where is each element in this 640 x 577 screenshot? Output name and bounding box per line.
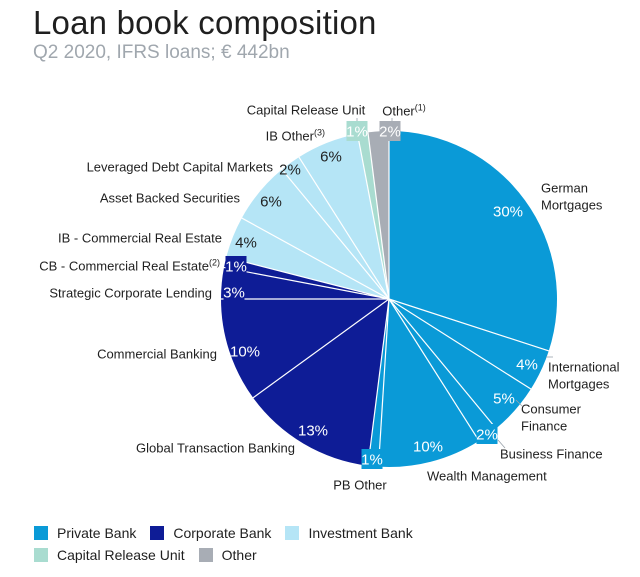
legend-label-corporate-bank: Corporate Bank <box>173 525 272 541</box>
legend-row-1: Private Bank Corporate Bank Investment B… <box>34 522 427 544</box>
leader-line-business-finance <box>497 439 506 449</box>
pie-slice-international-mortgages <box>389 299 549 390</box>
slice-separator <box>240 217 390 300</box>
value-label-box-business-finance <box>476 424 498 444</box>
value-label-consumer-finance: 5% <box>493 391 515 408</box>
slice-separator <box>251 298 390 399</box>
slice-separator <box>388 298 533 391</box>
slice-separator <box>388 298 498 430</box>
legend-item-investment-bank: Investment Bank <box>285 525 413 541</box>
legend-swatch-other <box>198 548 213 562</box>
category-label-leveraged-debt-capital-markets: Leveraged Debt Capital Markets <box>87 160 274 175</box>
slice-separator <box>356 132 390 300</box>
category-label-wealth-management: Wealth Management <box>427 469 547 484</box>
value-label-german-mortgages: 30% <box>493 204 523 221</box>
pie-slice-asset-backed-securities <box>241 169 389 299</box>
slice-separator <box>377 298 390 468</box>
value-label-wealth-management: 10% <box>413 439 443 456</box>
legend-swatch-capital-release-unit <box>34 548 48 562</box>
category-label-ib-commercial-real-estate: IB - Commercial Real Estate <box>58 231 222 246</box>
category-label-commercial-banking: Commercial Banking <box>97 347 217 362</box>
legend-item-corporate-bank: Corporate Bank <box>150 525 271 541</box>
slice-separator <box>280 168 390 300</box>
slice-separator <box>225 256 390 300</box>
value-label-global-transaction-banking: 13% <box>298 423 328 440</box>
legend-item-capital-release-unit: Capital Release Unit <box>34 547 185 563</box>
category-label-international-mortgages: International Mortgages <box>548 360 620 392</box>
value-label-box-strategic-corporate-lending <box>223 282 245 302</box>
legend-swatch-corporate-bank <box>150 526 165 540</box>
pie-slice-ib-other <box>298 133 389 299</box>
pie-slice-leveraged-debt-capital-markets <box>281 157 389 299</box>
slice-separator <box>388 298 481 443</box>
value-label-capital-release-unit: 1% <box>346 124 368 141</box>
category-label-asset-backed-securities: Asset Backed Securities <box>100 191 241 206</box>
category-label-german-mortgages: German Mortgages <box>541 181 603 213</box>
value-label-pb-other: 1% <box>361 452 383 469</box>
legend-label-investment-bank: Investment Bank <box>308 525 413 541</box>
value-label-strategic-corporate-lending: 3% <box>223 285 245 302</box>
category-label-pb-other: PB Other <box>333 478 387 493</box>
pie-slice-commercial-banking <box>221 299 389 398</box>
value-label-box-cb-commercial-real-estate <box>225 256 247 276</box>
category-label-business-finance: Business Finance <box>500 447 603 462</box>
legend-swatch-private-bank <box>34 526 48 540</box>
value-label-box-capital-release-unit <box>346 121 368 141</box>
legend-swatch-investment-bank <box>285 526 300 540</box>
category-label-cb-commercial-real-estate: CB - Commercial Real Estate(2) <box>39 258 220 274</box>
category-label-other: Other(1) <box>382 103 426 119</box>
legend-item-private-bank: Private Bank <box>34 525 136 541</box>
pie-slice-german-mortgages <box>389 131 558 351</box>
page-subtitle: Q2 2020, IFRS loans; € 442bn <box>33 42 290 63</box>
value-label-ib-other: 6% <box>320 149 342 166</box>
value-label-leveraged-debt-capital-markets: 2% <box>279 162 301 179</box>
leader-line-consumer-finance <box>515 399 523 407</box>
page-title: Loan book composition <box>33 4 377 41</box>
category-label-capital-release-unit: Capital Release Unit <box>247 103 366 118</box>
pie-slice-consumer-finance <box>389 299 531 429</box>
legend-label-capital-release-unit: Capital Release Unit <box>57 547 185 563</box>
legend-label-other: Other <box>221 547 257 563</box>
category-label-consumer-finance: Consumer Finance <box>521 402 582 434</box>
value-label-international-mortgages: 4% <box>516 357 538 374</box>
pie-slice-business-finance <box>389 299 497 441</box>
value-label-cb-commercial-real-estate: 1% <box>225 259 247 276</box>
category-label-ib-other: IB Other(3) <box>266 128 325 144</box>
value-label-ib-commercial-real-estate: 4% <box>235 235 257 252</box>
slice-separator <box>367 298 390 467</box>
value-label-box-pb-other <box>361 449 383 469</box>
value-label-asset-backed-securities: 6% <box>260 194 282 211</box>
value-label-commercial-banking: 10% <box>230 344 260 361</box>
category-label-strategic-corporate-lending: Strategic Corporate Lending <box>49 286 212 301</box>
slice-separator <box>297 155 390 300</box>
category-label-global-transaction-banking: Global Transaction Banking <box>136 441 295 456</box>
value-label-business-finance: 2% <box>476 427 498 444</box>
pie-slice-wealth-management <box>378 299 480 468</box>
value-label-other: 2% <box>379 124 401 141</box>
slice-separator <box>367 131 390 300</box>
pie-slice-ib-commercial-real-estate <box>226 218 389 299</box>
legend-row-2: Capital Release Unit Other <box>34 544 427 566</box>
value-labels: 30%4%5%2%10%1%13%10%3%1%4%6%2%6%1% 2% <box>223 121 538 469</box>
value-label-box-other <box>379 121 401 141</box>
category-labels: German Mortgages International Mortgages Con… <box>39 103 619 493</box>
chart-legend: Private Bank Corporate Bank Investment B… <box>34 522 427 566</box>
legend-label-private-bank: Private Bank <box>57 525 137 541</box>
slice-separator <box>388 298 550 352</box>
slice-separators <box>220 130 550 468</box>
slice-separator <box>222 266 390 300</box>
legend-item-other: Other <box>198 547 257 563</box>
pie-slice-global-transaction-banking <box>253 299 389 466</box>
